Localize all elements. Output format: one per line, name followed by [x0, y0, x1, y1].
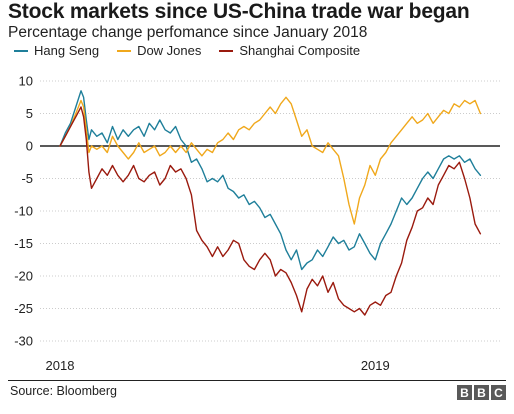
- y-tick-label: 0: [26, 139, 33, 154]
- y-tick-label: -25: [14, 301, 33, 316]
- series-line-dow-jones: [59, 96, 482, 225]
- bbc-logo-letter-3: C: [491, 385, 506, 400]
- source-note: Source: Bloomberg: [10, 384, 118, 398]
- y-tick-label: -20: [14, 269, 33, 284]
- legend-item-hang-seng: Hang Seng: [14, 43, 99, 58]
- series-layer: [59, 90, 482, 316]
- legend-label-hang-seng: Hang Seng: [34, 43, 100, 58]
- chart-legend: Hang Seng Dow Jones Shanghai Composite: [14, 43, 378, 58]
- grid-layer: [40, 80, 500, 342]
- x-tick-label: 2019: [361, 358, 390, 373]
- y-tick-label: -30: [14, 334, 33, 349]
- legend-item-shanghai-composite: Shanghai Composite: [219, 43, 360, 58]
- y-tick-label: -5: [21, 171, 33, 186]
- legend-swatch-shanghai-composite: [219, 49, 234, 52]
- series-line-shanghai-composite: [59, 106, 482, 316]
- legend-swatch-hang-seng: [14, 49, 28, 52]
- chart-title: Stock markets since US-China trade war b…: [8, 0, 470, 23]
- bbc-logo-letter-1: B: [457, 385, 472, 400]
- y-tick-label: -15: [14, 236, 33, 251]
- legend-label-shanghai-composite: Shanghai Composite: [239, 43, 361, 58]
- series-line-hang-seng: [59, 90, 482, 271]
- bbc-logo: B B C: [455, 385, 506, 400]
- legend-label-dow-jones: Dow Jones: [137, 43, 202, 58]
- y-tick-label: 10: [19, 74, 33, 89]
- y-tick-label: 5: [26, 106, 33, 121]
- footer-divider: [8, 380, 506, 381]
- chart-subtitle: Percentage change perfomance since Janua…: [8, 24, 368, 41]
- x-tick-label: 2018: [46, 358, 75, 373]
- y-tick-label: -10: [14, 204, 33, 219]
- legend-swatch-dow-jones: [117, 49, 132, 52]
- tick-layer: 10 5 0 -5 -10 -15 -20 -25 -30 2018 2019: [14, 74, 390, 374]
- legend-item-dow-jones: Dow Jones: [117, 43, 201, 58]
- bbc-logo-letter-2: B: [474, 385, 489, 400]
